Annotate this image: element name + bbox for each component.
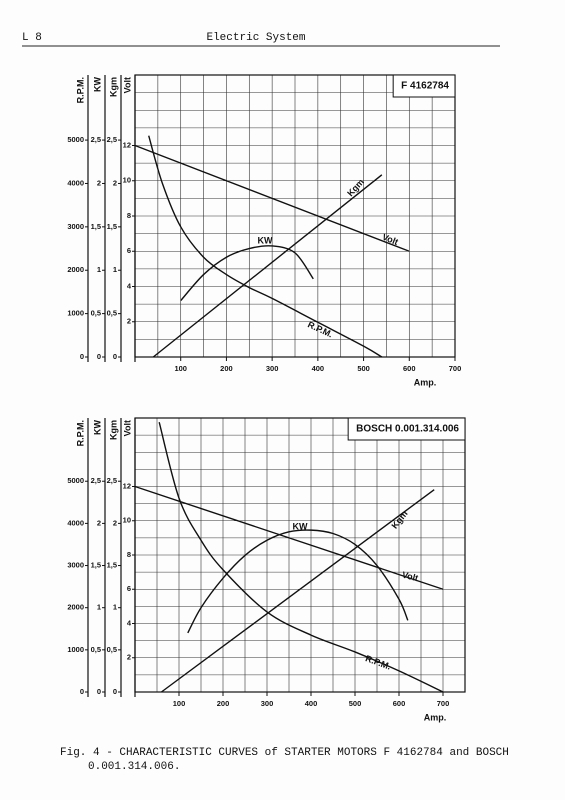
y-axis-title: R.P.M.: [75, 77, 85, 103]
y-tick-label: 4000: [67, 178, 84, 187]
y-axis-title: Kgm: [108, 420, 118, 440]
y-tick-label: 2,5: [107, 135, 117, 144]
curve: [180, 245, 314, 302]
y-tick-label: 2: [127, 317, 131, 326]
y-tick-label: 2: [97, 518, 101, 527]
y-tick-label: 0: [113, 352, 117, 361]
x-tick-label: 200: [220, 364, 233, 373]
y-tick-label: 0: [80, 687, 84, 696]
x-tick-label: 200: [217, 699, 230, 708]
y-tick-label: 0,5: [91, 309, 101, 318]
y-tick-label: 2: [127, 653, 131, 662]
y-tick-label: 5000: [67, 476, 84, 485]
y-tick-label: 2000: [67, 265, 84, 274]
y-tick-label: 0: [113, 687, 117, 696]
chart-title: F 4162784: [401, 81, 449, 92]
page-number: L 8: [22, 32, 42, 44]
y-tick-label: 1: [97, 265, 101, 274]
x-tick-label: 700: [437, 699, 450, 708]
x-tick-label: 500: [357, 364, 370, 373]
y-tick-label: 10: [123, 176, 131, 185]
y-tick-label: 0,5: [91, 645, 101, 654]
curve: [158, 422, 444, 693]
y-axis-title: KW: [92, 420, 102, 435]
x-axis-label: Amp.: [414, 377, 437, 387]
title-box: [392, 74, 456, 98]
y-tick-label: 2: [113, 178, 117, 187]
y-tick-label: 1,5: [91, 561, 101, 570]
y-tick-label: 5000: [67, 135, 84, 144]
y-tick-label: 3000: [67, 561, 84, 570]
curve-label: KW: [258, 235, 273, 245]
curve-label: Volt: [401, 570, 419, 584]
x-tick-label: 300: [266, 364, 279, 373]
curve: [160, 489, 435, 693]
y-tick-label: 0,5: [107, 309, 117, 318]
y-axis-title: Kgm: [108, 77, 118, 97]
y-tick-label: 2,5: [107, 476, 117, 485]
y-tick-label: 12: [123, 140, 131, 149]
y-tick-label: 1,5: [91, 222, 101, 231]
curve: [134, 144, 410, 252]
x-tick-label: 600: [403, 364, 416, 373]
x-tick-label: 700: [449, 364, 462, 373]
y-axis-title: Volt: [122, 420, 132, 436]
y-tick-label: 4: [127, 618, 132, 627]
y-tick-label: 8: [127, 550, 131, 559]
y-tick-label: 1000: [67, 645, 84, 654]
x-tick-label: 500: [349, 699, 362, 708]
chart-title: BOSCH 0.001.314.006: [356, 424, 459, 435]
x-tick-label: 600: [393, 699, 406, 708]
y-tick-label: 4: [127, 281, 132, 290]
y-tick-label: 2000: [67, 603, 84, 612]
curve: [134, 485, 444, 590]
y-tick-label: 10: [123, 516, 131, 525]
y-tick-label: 0: [97, 352, 101, 361]
y-tick-label: 1: [97, 603, 101, 612]
title-box: [347, 417, 466, 441]
y-tick-label: 8: [127, 211, 131, 220]
y-tick-label: 6: [127, 584, 131, 593]
section-title: Electric System: [206, 32, 305, 44]
y-tick-label: 0: [80, 352, 84, 361]
y-tick-label: 1: [113, 603, 117, 612]
y-tick-label: 1,5: [107, 561, 117, 570]
x-tick-label: 100: [174, 364, 187, 373]
y-tick-label: 2,5: [91, 476, 101, 485]
x-tick-label: 300: [261, 699, 274, 708]
curve-label: KW: [293, 521, 308, 531]
y-axis-title: Volt: [122, 77, 132, 93]
y-tick-label: 6: [127, 246, 131, 255]
y-tick-label: 0,5: [107, 645, 117, 654]
curve: [148, 135, 383, 358]
x-tick-label: 400: [305, 699, 318, 708]
y-tick-label: 0: [97, 687, 101, 696]
caption-line: Fig. 4 - CHARACTERISTIC CURVES of STARTE…: [60, 747, 509, 759]
y-axis-title: KW: [92, 77, 102, 92]
curve: [152, 174, 383, 358]
y-axis-title: R.P.M.: [75, 420, 85, 446]
y-tick-label: 2: [97, 178, 101, 187]
y-tick-label: 1000: [67, 309, 84, 318]
caption-line: 0.001.314.006.: [88, 761, 180, 773]
x-tick-label: 400: [312, 364, 325, 373]
y-tick-label: 1: [113, 265, 117, 274]
x-axis-label: Amp.: [424, 712, 447, 722]
y-tick-label: 2: [113, 518, 117, 527]
y-tick-label: 4000: [67, 518, 84, 527]
y-tick-label: 12: [123, 481, 131, 490]
y-tick-label: 1,5: [107, 222, 117, 231]
x-tick-label: 100: [173, 699, 186, 708]
y-tick-label: 3000: [67, 222, 84, 231]
y-tick-label: 2,5: [91, 135, 101, 144]
